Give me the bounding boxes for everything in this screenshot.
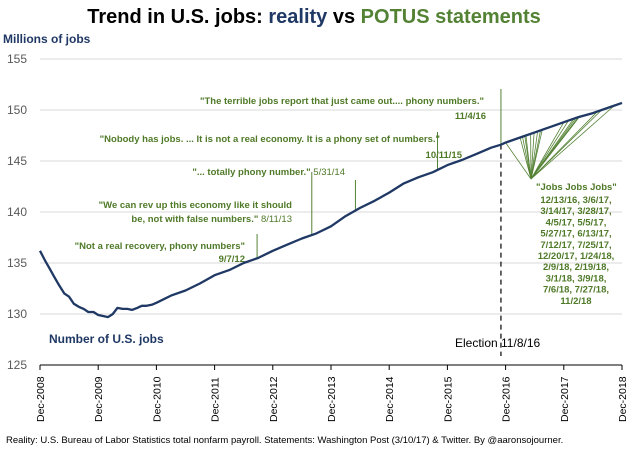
x-tick-label: Dec-2018 xyxy=(617,376,628,422)
jobs-statement-dates-line: 2/9/18, 2/19/18, xyxy=(543,262,609,273)
jobs-statement-ray xyxy=(530,122,565,180)
jobs-statement-dates-line: 7/12/17, 7/25/17, xyxy=(540,240,611,251)
chart-title: Trend in U.S. jobs: reality vs POTUS sta… xyxy=(87,6,540,28)
jobs-statement-dates-line: 3/1/18, 3/9/18, xyxy=(546,273,607,284)
jobs-statement-ray xyxy=(530,116,580,180)
y-tick-135: 135 xyxy=(7,256,27,270)
y-tick-labels: 125 130 135 140 145 150 155 xyxy=(7,52,27,372)
x-tick-label: Dec-2013 xyxy=(326,376,338,422)
election-label: Election 11/8/16 xyxy=(455,336,540,350)
statement-annotations: "Not a real recovery, phony numbers" 9/7/… xyxy=(75,89,617,356)
title-reality: reality xyxy=(268,6,328,28)
title-vs: vs xyxy=(327,6,360,28)
jobs-statement-text: "Jobs Jobs Jobs" xyxy=(536,182,617,193)
statement-2012-date: 9/7/12 xyxy=(219,254,245,265)
y-tick-130: 130 xyxy=(7,307,27,321)
statement-2014-text: "... totally phony number." 5/31/14 xyxy=(192,167,345,178)
jobs-statement-dates-line: 11/2/18 xyxy=(560,296,591,307)
jobs-statement-dates-line: 4/5/17, 5/5/17, xyxy=(546,217,607,228)
jobs-statement-ray xyxy=(530,132,535,180)
x-tick-label: Dec-2016 xyxy=(501,376,513,422)
jobs-statement-ray xyxy=(525,135,532,180)
x-tick-label: Dec-2008 xyxy=(35,376,47,422)
y-axis-label: Millions of jobs xyxy=(3,32,91,46)
jobs-statement-ray xyxy=(530,109,602,180)
statement-2016-text: "The terrible jobs report that just came… xyxy=(200,96,484,107)
gridlines xyxy=(40,58,622,366)
jobs-statement-ray xyxy=(530,131,539,180)
series-lines xyxy=(38,101,623,319)
series-line-jobs xyxy=(38,101,623,319)
x-tick-label: Dec-2017 xyxy=(559,376,571,422)
y-tick-145: 145 xyxy=(7,154,27,168)
statement-2012-text: "Not a real recovery, phony numbers" xyxy=(75,241,245,252)
x-tick-label: Dec-2011 xyxy=(210,377,222,422)
jobs-statement-ray xyxy=(530,105,615,180)
jobs-statement-ray xyxy=(530,129,543,180)
x-tick-label: Dec-2014 xyxy=(384,376,396,422)
jobs-statement-dates-line: 7/6/18, 7/27/18, xyxy=(543,285,609,296)
x-tick-label: Dec-2012 xyxy=(268,376,280,422)
x-tick-label: Dec-2015 xyxy=(442,376,454,422)
jobs-statement-dates-line: 12/13/16, 3/6/17, xyxy=(540,195,611,206)
jobs-statement-ray xyxy=(505,142,532,180)
y-tick-155: 155 xyxy=(7,52,27,66)
title-potus: POTUS statements xyxy=(361,6,541,28)
x-tick-label: Dec-2009 xyxy=(93,376,105,422)
x-tick-label: Dec-2010 xyxy=(151,376,163,422)
statement-2013-text-line1: "We can rev up this economy like it shou… xyxy=(99,200,293,211)
statement-2015-text: "Nobody has jobs. ... It is not a real e… xyxy=(100,134,440,145)
y-tick-125: 125 xyxy=(7,358,27,372)
jobs-statement-ray xyxy=(522,136,532,180)
jobs-statement-dates-line: 3/14/17, 3/28/17, xyxy=(540,206,611,217)
jobs-statement-ray xyxy=(530,120,569,180)
source-note: Reality: U.S. Bureau of Labor Statistics… xyxy=(6,435,563,446)
jobs-statement-dates-line: 12/20/17, 1/24/18, xyxy=(538,251,615,262)
title-prefix: Trend in U.S. jobs: xyxy=(87,6,268,28)
statement-2013-text-line2: be, not with false numbers." 8/11/13 xyxy=(131,214,292,225)
jobs-statement-ray xyxy=(519,137,532,180)
statement-2016-date: 11/4/16 xyxy=(455,111,486,122)
x-tick-labels: Dec-2008 Dec-2009 Dec-2010 Dec-2011 Dec-2012… xyxy=(35,365,628,422)
series-label: Number of U.S. jobs xyxy=(49,332,164,346)
y-tick-140: 140 xyxy=(7,205,27,219)
y-tick-150: 150 xyxy=(7,103,27,117)
jobs-statement-dates-line: 5/27/17, 6/13/17, xyxy=(540,229,611,240)
statement-2015-date: 10/11/15 xyxy=(426,150,463,161)
